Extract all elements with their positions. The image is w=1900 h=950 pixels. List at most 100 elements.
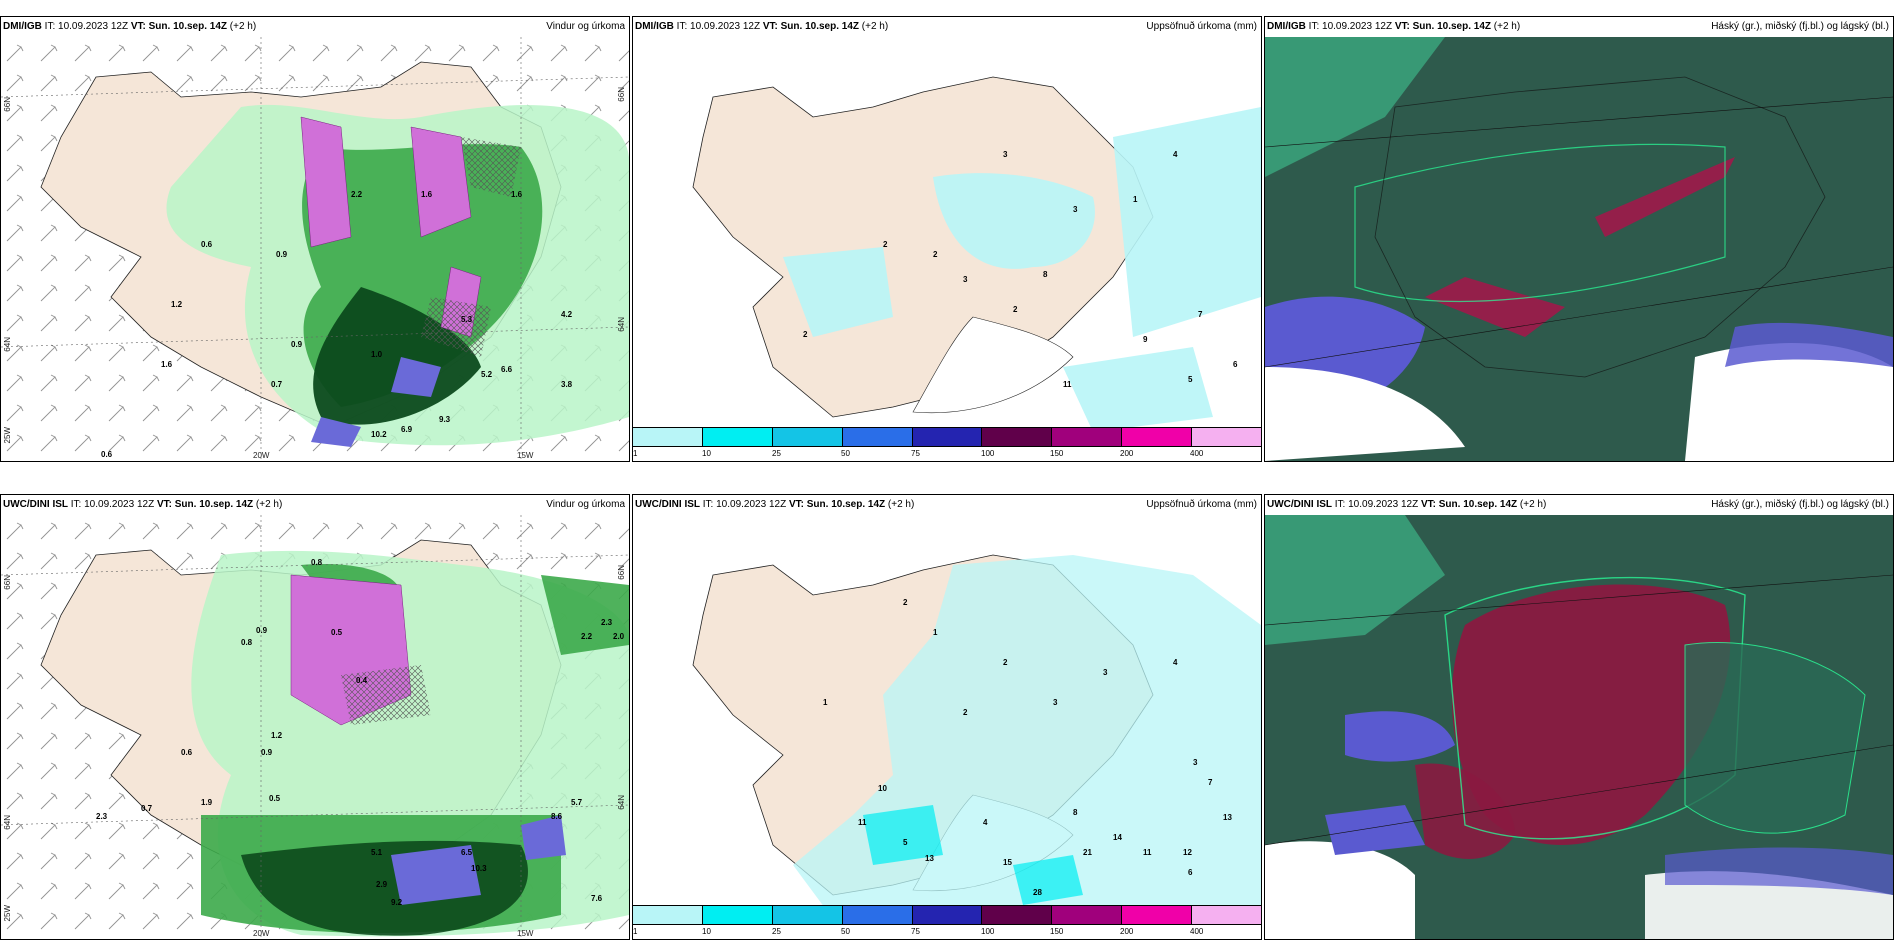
value-label: 7.6: [591, 894, 603, 903]
value-label: 10.2: [371, 430, 387, 439]
value-label: 6.6: [501, 365, 513, 374]
legend-swatch: [1122, 428, 1193, 446]
lon-label: 25W: [3, 905, 12, 922]
panel-header: DMI/IGB IT: 10.09.2023 12Z VT: Sun. 10.s…: [3, 18, 627, 36]
legend-swatch: [772, 906, 843, 924]
legend-tick: 400: [1190, 449, 1204, 458]
value-label: 21: [1083, 848, 1092, 857]
panel-header: DMI/IGB IT: 10.09.2023 12Z VT: Sun. 10.s…: [1267, 18, 1891, 36]
legend-tick: 150: [1050, 449, 1064, 458]
lon-label: 25W: [3, 427, 12, 444]
value-label: 0.6: [101, 450, 113, 459]
value-label: 1.6: [421, 190, 433, 199]
value-label: 2: [1013, 305, 1018, 314]
init-time: IT: 10.09.2023 12Z: [676, 21, 761, 32]
value-label: 6: [1233, 360, 1238, 369]
value-label: 11: [1143, 848, 1152, 857]
legend-swatch: [633, 906, 703, 924]
panel-title: Háský (gr.), miðský (fj.bl.) og lágský (…: [1711, 499, 1889, 510]
lat-label: 66N: [3, 575, 12, 590]
accum-precip-map: 3 4 3 2 2 3 2 2 7 9 5 11 6 1 8: [692, 76, 1261, 432]
value-label: 1: [1133, 195, 1138, 204]
value-label: 0.9: [291, 340, 303, 349]
cloud-map: [1265, 515, 1893, 939]
valid-time: VT: Sun. 10.sep. 14Z: [1420, 499, 1518, 510]
accum-values: 2 1 2 3 4 3 2 1 10 11 13 15 21 28 14 12 …: [823, 598, 1232, 897]
value-label: 5.2: [481, 370, 493, 379]
init-time: IT: 10.09.2023 12Z: [1334, 499, 1419, 510]
value-label: 3: [1103, 668, 1108, 677]
value-label: 13: [1223, 813, 1232, 822]
value-label: 9.2: [391, 898, 403, 907]
lon-label: 15W: [517, 929, 534, 938]
legend-tick: 75: [911, 927, 920, 936]
value-label: 1.9: [201, 798, 213, 807]
lon-label: 15W: [517, 451, 534, 460]
value-label: 5: [903, 838, 908, 847]
model-source: DMI/IGB: [1267, 21, 1306, 32]
value-label: 9: [1143, 335, 1148, 344]
valid-time: VT: Sun. 10.sep. 14Z: [762, 21, 860, 32]
value-label: 2: [803, 330, 808, 339]
legend-tick: 150: [1050, 927, 1064, 936]
init-time: IT: 10.09.2023 12Z: [1308, 21, 1393, 32]
cloud-map: [1265, 37, 1893, 461]
value-label: 3: [1003, 150, 1008, 159]
legend-swatch: [1052, 906, 1123, 924]
value-label: 13: [925, 854, 934, 863]
lat-label: 66N: [3, 97, 12, 112]
iceland-land: [692, 76, 1154, 418]
precip-legend: [633, 427, 1261, 447]
value-label: 0.8: [241, 638, 253, 647]
value-label: 12: [1183, 848, 1192, 857]
value-label: 11: [858, 818, 867, 827]
lead-time: (+2 h): [861, 21, 889, 32]
legend-swatch: [982, 906, 1053, 924]
lat-label: 64N: [617, 795, 626, 810]
value-label: 0.5: [269, 794, 281, 803]
value-label: 0.5: [331, 628, 343, 637]
legend-swatch: [702, 428, 773, 446]
panel-title: Vindur og úrkoma: [546, 499, 625, 510]
panel-title: Uppsöfnuð úrkoma (mm): [1146, 499, 1257, 510]
wind-precip-map: 2.2 1.6 0.9 0.6 1.2 0.7 1.0 5.3 4.2 6.6 …: [1, 37, 629, 461]
accum-values: 3 4 3 2 2 3 2 2 7 9 5 11 6 1 8: [803, 150, 1238, 389]
value-label: 10: [878, 784, 887, 793]
valid-time: VT: Sun. 10.sep. 14Z: [788, 499, 886, 510]
panel-header: UWC/DINI ISL IT: 10.09.2023 12Z VT: Sun.…: [3, 496, 627, 514]
value-label: 28: [1033, 888, 1042, 897]
legend-tick: 400: [1190, 927, 1204, 936]
value-label: 8.6: [551, 812, 563, 821]
panel-clouds-uwc: UWC/DINI ISL IT: 10.09.2023 12Z VT: Sun.…: [1264, 494, 1894, 940]
valid-time: VT: Sun. 10.sep. 14Z: [130, 21, 228, 32]
panel-wind-precip-uwc: UWC/DINI ISL IT: 10.09.2023 12Z VT: Sun.…: [0, 494, 630, 940]
legend-swatch: [1122, 906, 1193, 924]
lon-label: 20W: [253, 451, 270, 460]
lead-time: (+2 h): [1519, 499, 1547, 510]
value-label: 1.2: [271, 731, 283, 740]
value-label: 0.9: [276, 250, 288, 259]
value-label: 15: [1003, 858, 1012, 867]
legend-swatch: [842, 906, 913, 924]
value-label: 6.9: [401, 425, 413, 434]
legend-tick: 75: [911, 449, 920, 458]
lead-time: (+2 h): [229, 21, 257, 32]
value-label: 1.2: [171, 300, 183, 309]
value-label: 0.9: [256, 626, 268, 635]
lat-label: 64N: [617, 317, 626, 332]
legend-swatch: [772, 428, 843, 446]
legend-tick: 1: [633, 449, 638, 458]
valid-time: VT: Sun. 10.sep. 14Z: [156, 499, 254, 510]
value-label: 2.2: [351, 190, 363, 199]
model-source: UWC/DINI ISL: [1267, 499, 1332, 510]
value-label: 4.2: [561, 310, 573, 319]
value-label: 8: [1073, 808, 1078, 817]
valid-time: VT: Sun. 10.sep. 14Z: [1394, 21, 1492, 32]
legend-tick: 50: [841, 449, 850, 458]
value-label: 4: [1173, 658, 1178, 667]
model-source: DMI/IGB: [3, 21, 42, 32]
value-label: 1.6: [161, 360, 173, 369]
value-label: 5: [1188, 375, 1193, 384]
panel-header: UWC/DINI ISL IT: 10.09.2023 12Z VT: Sun.…: [635, 496, 1259, 514]
legend-tick: 25: [772, 927, 781, 936]
